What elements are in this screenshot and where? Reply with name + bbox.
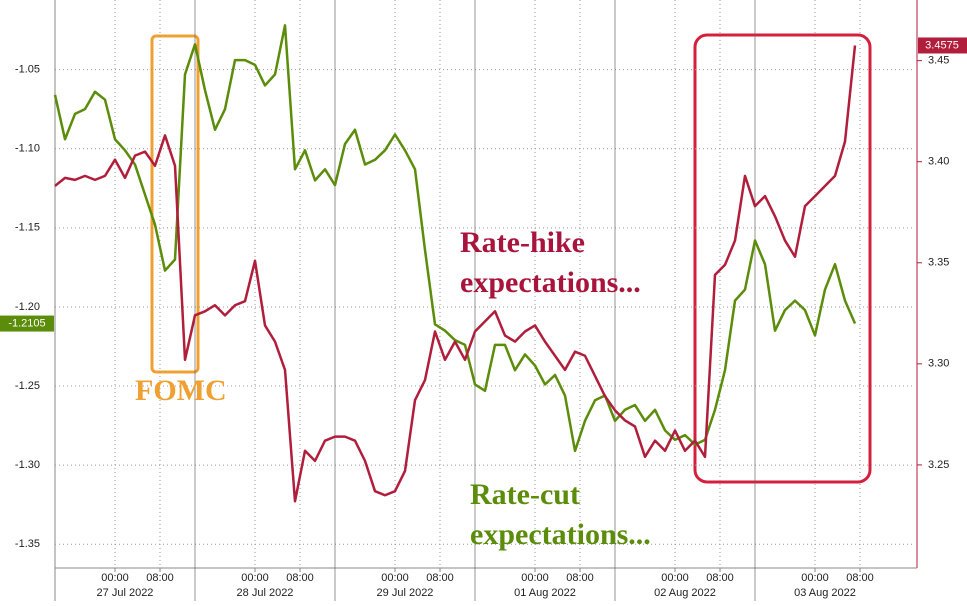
x-tick-label: 08:00 (146, 572, 174, 584)
y2-tick-label: 3.40 (928, 156, 949, 168)
x-tick-label: 00:00 (661, 572, 689, 584)
y2-tick-label: 3.30 (928, 358, 949, 370)
annotation: FOMC (135, 374, 227, 407)
last-value-badge (918, 37, 967, 54)
x-tick-label: 08:00 (426, 572, 454, 584)
y-tick-label: -1.15 (15, 222, 40, 234)
series-line (53, 24, 857, 453)
day-label: 03 Aug 2022 (794, 587, 856, 599)
highlight-box (693, 33, 872, 484)
y-tick-label: -1.25 (15, 380, 40, 392)
y-tick-label: -1.10 (15, 143, 40, 155)
last-value-label: -1.2105 (8, 317, 45, 329)
day-label: 28 Jul 2022 (237, 587, 294, 599)
series-line (54, 45, 857, 503)
x-tick-label: 08:00 (846, 572, 874, 584)
day-label: 29 Jul 2022 (377, 587, 434, 599)
y2-tick-label: 3.25 (928, 459, 949, 471)
x-tick-label: 08:00 (566, 572, 594, 584)
y-tick-label: -1.20 (15, 301, 40, 313)
day-label: 02 Aug 2022 (654, 587, 716, 599)
x-tick-label: 00:00 (241, 572, 269, 584)
x-tick-label: 00:00 (521, 572, 549, 584)
x-tick-label: 00:00 (101, 572, 129, 584)
y2-tick-label: 3.45 (928, 55, 949, 67)
annotation: Rate-cut (470, 478, 580, 511)
y2-tick-label: 3.35 (928, 257, 949, 269)
y-tick-label: -1.05 (15, 64, 40, 76)
last-value-label: 3.4575 (925, 39, 959, 51)
y-tick-label: -1.30 (15, 459, 40, 471)
day-label: 27 Jul 2022 (97, 587, 154, 599)
annotation: expectations... (460, 266, 641, 299)
annotation: expectations... (470, 518, 651, 551)
last-value-badge (0, 315, 54, 332)
day-label: 01 Aug 2022 (514, 587, 576, 599)
x-tick-label: 00:00 (801, 572, 829, 584)
y-tick-label: -1.35 (15, 538, 40, 550)
annotation: Rate-hike (460, 226, 585, 259)
x-tick-label: 08:00 (286, 572, 314, 584)
x-tick-label: 00:00 (381, 572, 409, 584)
fomc-box (150, 34, 200, 374)
x-tick-label: 08:00 (706, 572, 734, 584)
